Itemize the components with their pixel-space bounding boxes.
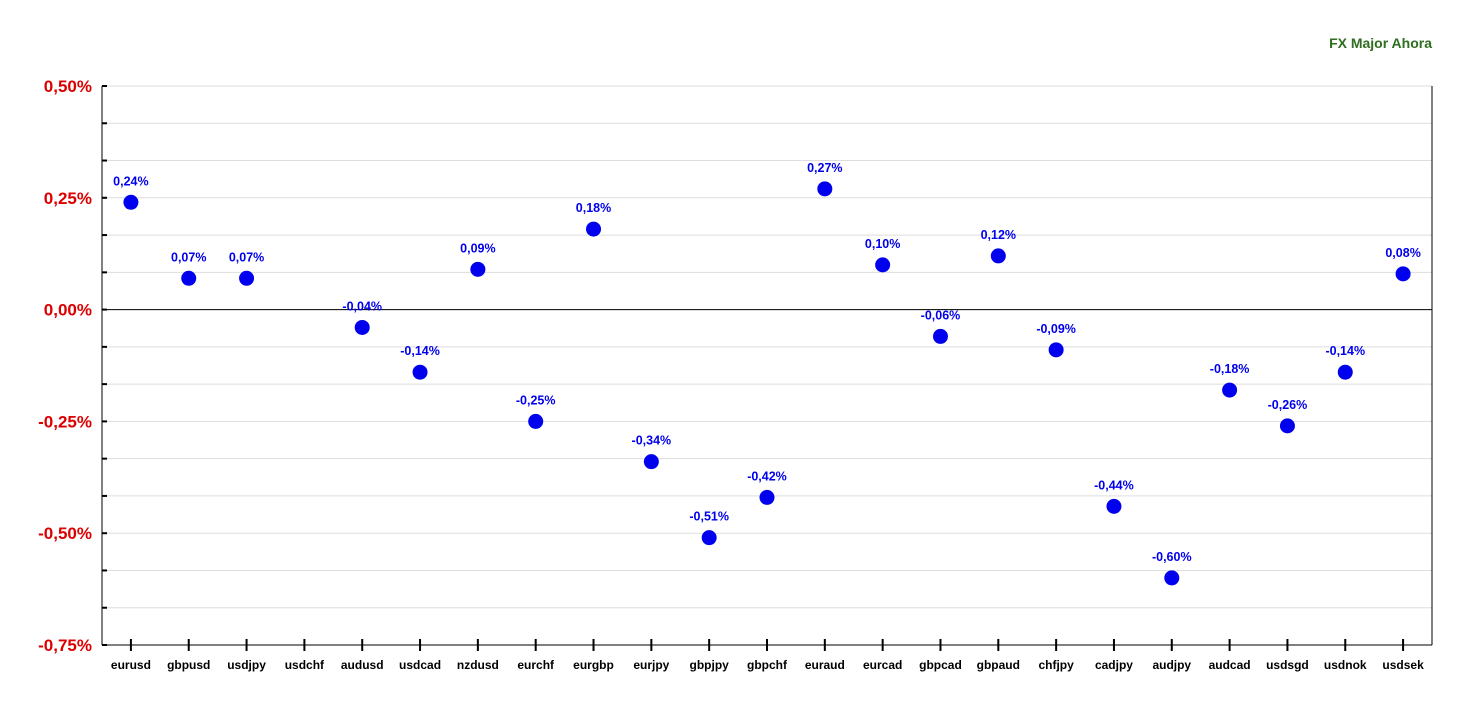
x-tick-label: eurgbp (573, 658, 614, 672)
x-tick-label: usdnok (1324, 658, 1367, 672)
data-label-gbpjpy: -0,51% (689, 510, 729, 524)
data-label-gbpaud: 0,12% (981, 228, 1016, 242)
chart-title: FX Major Ahora (1329, 35, 1432, 51)
x-tick-label: usdjpy (227, 658, 266, 672)
data-label-usdsek: 0,08% (1385, 246, 1420, 260)
data-label-usdnok: -0,14% (1325, 344, 1365, 358)
x-tick-label: eurusd (111, 658, 151, 672)
data-label-eurusd: 0,24% (113, 174, 148, 188)
data-label-audjpy: -0,60% (1152, 550, 1192, 564)
data-point-eurchf (528, 413, 544, 429)
y-tick-label: -0,75% (38, 636, 92, 655)
data-label-audusd: -0,04% (342, 299, 382, 313)
data-label-gbpcad: -0,06% (921, 308, 961, 322)
x-tick-label: gbpcad (919, 658, 962, 672)
data-point-gbpchf (759, 489, 775, 505)
x-tick-label: gbpchf (747, 658, 788, 672)
data-point-audcad (1222, 382, 1238, 398)
data-label-nzdusd: 0,09% (460, 241, 495, 255)
x-tick-label: audjpy (1152, 658, 1191, 672)
data-points (123, 181, 1411, 586)
x-tick-label: gbpjpy (690, 658, 730, 672)
x-tick-label: nzdusd (457, 658, 499, 672)
x-tick-label: audusd (341, 658, 384, 672)
x-tick-label: chfjpy (1038, 658, 1074, 672)
x-tick-label: gbpusd (167, 658, 210, 672)
x-tick-label: usdsek (1382, 658, 1424, 672)
data-point-cadjpy (1106, 498, 1122, 514)
data-point-eurjpy (643, 454, 659, 470)
y-tick-label: -0,50% (38, 524, 92, 543)
data-point-eurusd (123, 194, 139, 210)
data-point-eurgbp (586, 221, 602, 237)
y-tick-label: 0,25% (44, 189, 92, 208)
x-tick-labels: eurusd gbpusd usdjpy usdchf audusd usdcad nzdu… (111, 658, 1424, 672)
data-point-eurcad (875, 257, 891, 273)
data-label-usdsgd: -0,26% (1268, 398, 1308, 412)
axes (101, 85, 1433, 651)
data-point-usdnok (1337, 364, 1353, 380)
x-tick-label: gbpaud (977, 658, 1020, 672)
x-tick-label: euraud (805, 658, 845, 672)
data-point-gbpaud (990, 248, 1006, 264)
data-point-usdcad (412, 364, 428, 380)
data-point-usdsek (1395, 266, 1411, 282)
data-label-eurjpy: -0,34% (632, 434, 672, 448)
data-label-eurcad: 0,10% (865, 237, 900, 251)
y-tick-label: 0,00% (44, 301, 92, 320)
data-label-eurgbp: 0,18% (576, 201, 611, 215)
data-label-audcad: -0,18% (1210, 362, 1250, 376)
y-tick-labels: 0,50% 0,25% 0,00% -0,25% -0,50% -0,75% (38, 77, 92, 655)
x-tick-label: audcad (1209, 658, 1251, 672)
data-label-euraud: 0,27% (807, 161, 842, 175)
x-tick-label: eurcad (863, 658, 902, 672)
x-tick-label: usdchf (285, 658, 325, 672)
y-tick-label: 0,50% (44, 77, 92, 96)
data-point-gbpusd (181, 270, 197, 286)
x-tick-label: cadjpy (1095, 658, 1133, 672)
data-label-usdcad: -0,14% (400, 344, 440, 358)
data-point-gbpcad (932, 328, 948, 344)
x-tick-label: eurchf (517, 658, 555, 672)
data-point-usdjpy (239, 270, 255, 286)
data-point-nzdusd (470, 261, 486, 277)
data-label-usdjpy: 0,07% (229, 250, 264, 264)
x-tick-label: eurjpy (633, 658, 669, 672)
y-tick-label: -0,25% (38, 412, 92, 431)
data-point-gbpjpy (701, 530, 717, 546)
x-tick-label: usdcad (399, 658, 441, 672)
data-label-eurchf: -0,25% (516, 393, 556, 407)
data-label-chfjpy: -0,09% (1036, 322, 1076, 336)
data-label-cadjpy: -0,44% (1094, 478, 1134, 492)
x-tick-label: usdsgd (1266, 658, 1309, 672)
data-labels: 0,24% 0,07% 0,07% -0,04% -0,14% 0,09% -0,25% 0,… (113, 161, 1421, 564)
data-label-gbpchf: -0,42% (747, 469, 787, 483)
data-point-audusd (354, 319, 370, 335)
data-label-gbpusd: 0,07% (171, 250, 206, 264)
data-point-audjpy (1164, 570, 1180, 586)
data-point-usdsgd (1279, 418, 1295, 434)
data-point-chfjpy (1048, 342, 1064, 358)
data-point-euraud (817, 181, 833, 197)
